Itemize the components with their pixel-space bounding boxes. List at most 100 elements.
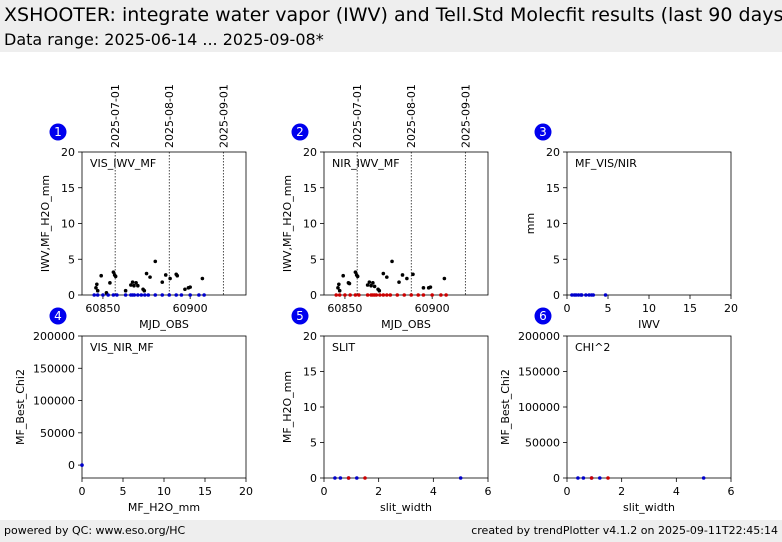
panel-3-ytick-label-3: 15 — [546, 182, 560, 195]
panel-1-ytick-label-2: 10 — [61, 218, 75, 231]
panel-4-series-0-point-0 — [80, 463, 84, 467]
created-by-text: created by trendPlotter v4.1.2 on 2025-0… — [471, 524, 778, 537]
panel-1-series-1-point-9 — [132, 293, 137, 297]
panel-5-ylabel: MF_H2O_mm — [281, 371, 294, 443]
panel-1-ytick-label-1: 5 — [68, 253, 75, 266]
panel-3-xtick-label-4: 20 — [724, 302, 738, 315]
panel-5-ytick-label-4: 20 — [303, 330, 317, 343]
panel-1-series-0-point-10 — [129, 283, 133, 287]
panel-2-number-badge — [291, 123, 309, 141]
panel-2-label: NIR_IWV_MF — [332, 157, 400, 170]
panel-2-series-1-point-17 — [409, 293, 414, 297]
panel-6-ytick-label-3: 150000 — [518, 366, 560, 379]
panel-2-series-0-point-13 — [372, 284, 377, 289]
panel-1-series-1-point-0 — [92, 293, 97, 297]
panel-6-xlabel: slit_width — [623, 501, 675, 514]
panel-5-number: 5 — [296, 309, 304, 323]
panel-2-xlabel: MJD_OBS — [381, 318, 431, 331]
panel-1-series-0-point-24 — [175, 273, 180, 278]
panel-1-series-1-point-11 — [139, 293, 144, 297]
page-footer: powered by QC: www.eso.org/HC created by… — [0, 520, 782, 542]
panel-1-xlabel: MJD_OBS — [139, 318, 189, 331]
panel-2-ytick-label-1: 5 — [310, 253, 317, 266]
panel-4-xtick-label-0: 0 — [79, 485, 86, 498]
panel-4-ytick-label-1: 50000 — [40, 427, 75, 440]
panel-2-series-0-point-21 — [405, 276, 409, 281]
panel-5-series-1-point-1 — [363, 476, 367, 480]
panel-6-series-1-point-0 — [589, 476, 594, 480]
panel-1-series-1-point-2 — [101, 293, 105, 297]
panel-5-number-badge — [291, 307, 309, 325]
panel-1-series-0-point-18 — [148, 275, 152, 279]
panel-3-series-0-point-2 — [574, 293, 578, 297]
panel-3-xlabel: IWV — [638, 318, 660, 331]
panel-4-ytick-label-2: 100000 — [33, 395, 75, 408]
panel-1-ylabel: IWV,MF_H2O_mm — [39, 175, 52, 272]
panel-5-series-1-point-0 — [346, 476, 351, 480]
panel-1-series-0-point-12 — [132, 283, 136, 288]
panel-1-series-0-point-9 — [123, 288, 128, 293]
panel-4-label: VIS_NIR_MF — [90, 341, 154, 354]
panel-3-xtick-label-0: 0 — [564, 302, 571, 315]
panel-6-ytick-label-4: 200000 — [518, 330, 560, 343]
panel-3-ytick-label-1: 5 — [553, 253, 560, 266]
panel-1-date-label-1: 2025-08-01 — [163, 84, 176, 148]
panel-2-ytick-label-4: 20 — [303, 146, 317, 159]
panel-1-date-label-0: 2025-07-01 — [109, 84, 122, 148]
panel-5-series-0-point-0 — [333, 476, 337, 480]
panel-2-series-0-point-2 — [337, 288, 342, 293]
panel-1-series-0-point-25 — [183, 287, 187, 292]
panel-1-label: VIS_IWV_MF — [90, 157, 156, 170]
panel-3-label: MF_VIS/NIR — [575, 157, 637, 170]
page-subtitle: Data range: 2025-06-14 ... 2025-09-08* — [4, 30, 324, 49]
panel-6-ytick-label-0: 0 — [553, 472, 560, 485]
panel-2-series-1-point-4 — [353, 293, 358, 297]
panel-2-series-1-point-6 — [365, 293, 370, 297]
panel-1-series-1-point-14 — [153, 293, 158, 297]
panel-1-xtick-label-1: 60900 — [173, 302, 208, 315]
panel-1-ytick-label-0: 0 — [68, 289, 75, 302]
panel-5-frame — [323, 335, 489, 479]
panel-1-ytick-label-3: 15 — [61, 182, 75, 195]
panel-1-series-0-point-2 — [95, 288, 100, 293]
panel-5-ytick-label-0: 0 — [310, 472, 317, 485]
panel-4-xtick-label-2: 10 — [157, 485, 171, 498]
panel-1-series-0-point-28 — [200, 276, 205, 281]
panel-6-xtick-label-3: 6 — [728, 485, 735, 498]
panel-2-ytick-label-3: 15 — [303, 182, 317, 195]
panel-6-ytick-label-2: 100000 — [518, 401, 560, 414]
panel-1-series-0-point-11 — [130, 280, 135, 284]
panel-2-series-0-point-20 — [400, 273, 405, 277]
panel-1-series-1-point-18 — [179, 293, 184, 297]
panel-2-date-label-2: 2025-09-01 — [459, 84, 472, 148]
panel-6-ylabel: MF_Best_Chi2 — [499, 369, 512, 445]
panel-1-series-0-point-13 — [134, 281, 138, 285]
panel-1-series-1-point-21 — [202, 293, 206, 297]
panel-1-number: 1 — [54, 125, 62, 139]
panel-2-series-1-point-21 — [439, 293, 443, 297]
panel-2-series-1-point-0 — [334, 293, 339, 297]
panel-3-ytick-label-0: 0 — [553, 289, 560, 302]
panel-1-series-0-point-0 — [94, 286, 98, 290]
panel-2-series-1-point-13 — [385, 293, 389, 297]
panel-1-series-0-point-5 — [108, 281, 112, 285]
panel-3-series-0-point-9 — [591, 293, 596, 297]
panel-3-number: 3 — [539, 125, 547, 139]
panel-3-xtick-label-1: 5 — [605, 302, 612, 315]
panel-6-number-badge — [534, 307, 552, 325]
panel-5-xtick-label-3: 6 — [485, 485, 492, 498]
panel-1-series-0-point-19 — [153, 259, 158, 264]
panel-6-xtick-label-0: 0 — [564, 485, 571, 498]
panel-2-series-1-point-16 — [402, 293, 407, 297]
panel-2-series-1-point-2 — [343, 293, 347, 297]
panel-2-date-label-1: 2025-08-01 — [405, 84, 418, 148]
panel-1-series-0-point-16 — [142, 288, 147, 293]
panel-6-frame — [566, 335, 732, 479]
panel-2-series-1-point-20 — [430, 293, 434, 297]
panel-2-series-1-point-10 — [374, 293, 379, 297]
panel-6-number: 6 — [539, 309, 547, 323]
panel-3-xtick-label-3: 15 — [683, 302, 697, 315]
panel-5-xlabel: slit_width — [380, 501, 432, 514]
panel-1-series-0-point-17 — [144, 271, 149, 276]
panel-2-series-0-point-0 — [336, 286, 340, 290]
